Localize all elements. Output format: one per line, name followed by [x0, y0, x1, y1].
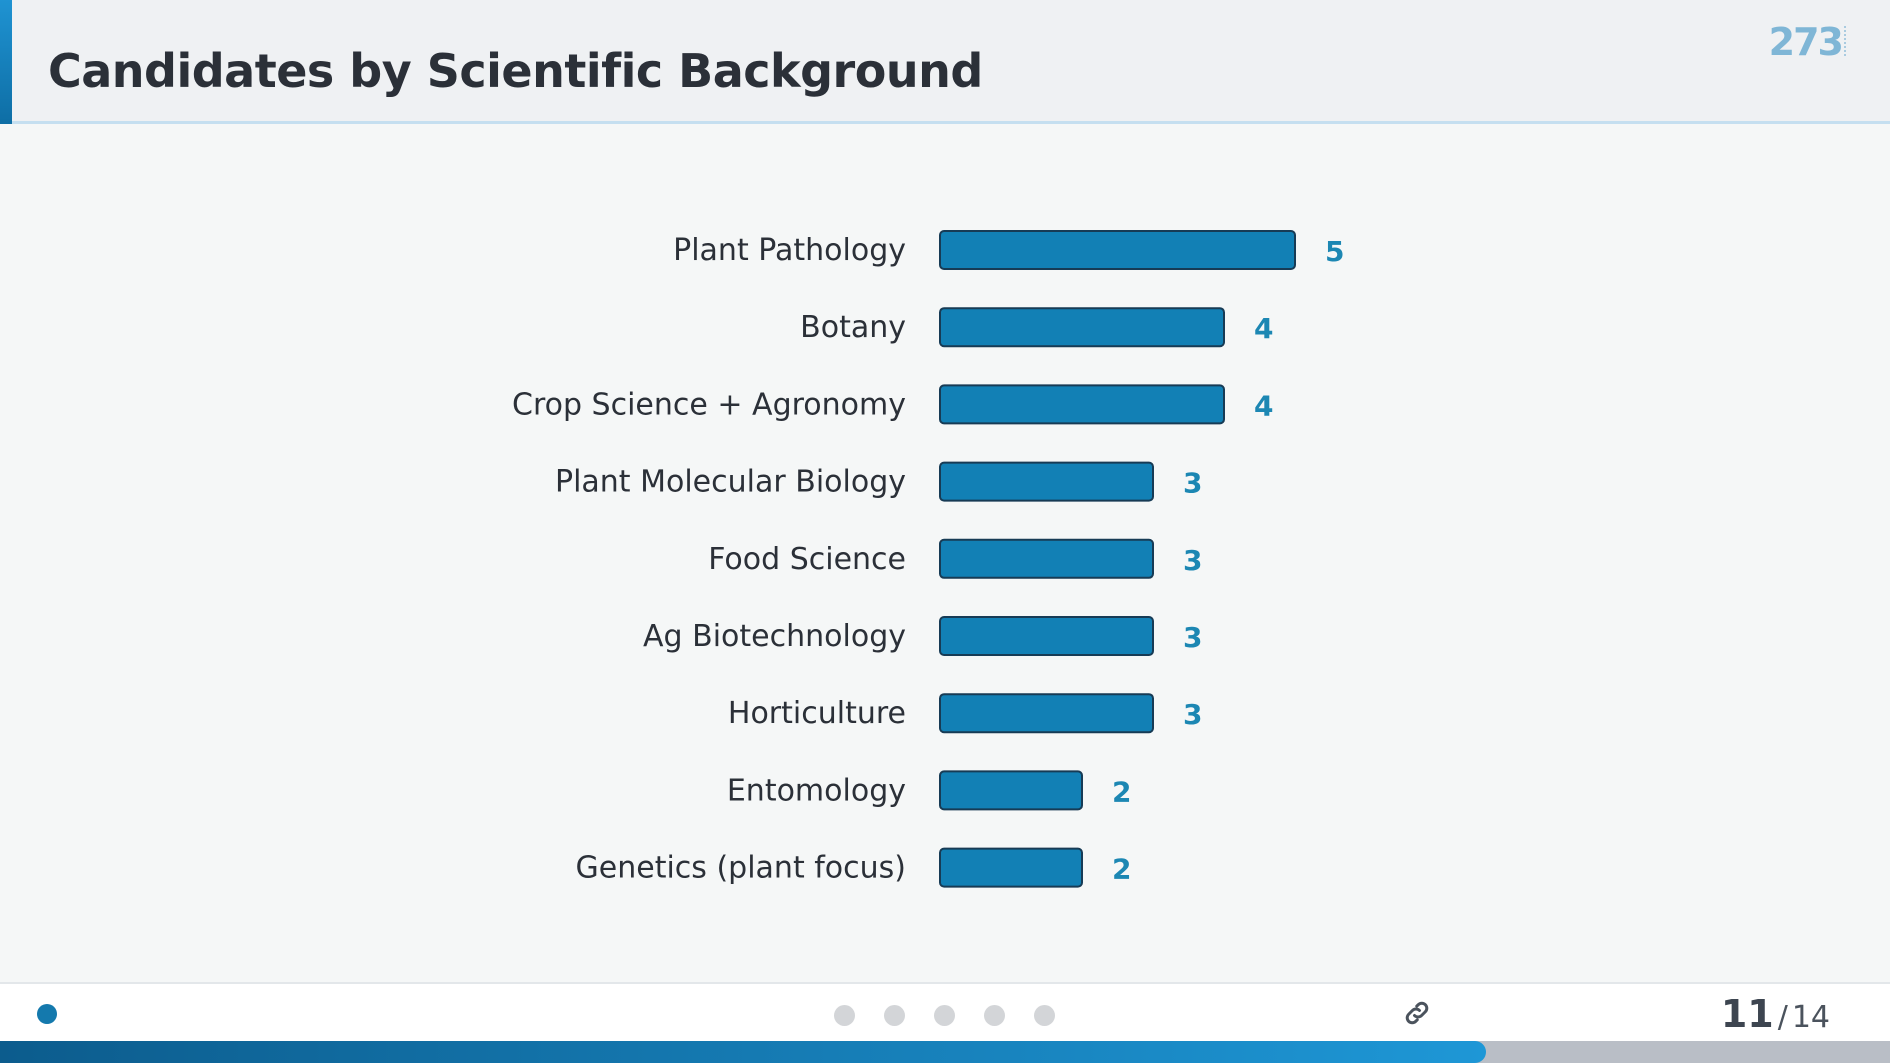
logo-mark-icon: [1844, 26, 1850, 56]
data-label: 5: [1325, 235, 1344, 268]
data-label: 2: [1112, 853, 1131, 886]
slide-footer: 11/14: [0, 982, 1890, 1041]
logo-text: 273: [1768, 20, 1844, 64]
category-label: Horticulture: [728, 696, 906, 731]
progress-bar: [0, 1041, 1890, 1063]
page-current: 11: [1720, 992, 1774, 1036]
page-counter: 11/14: [1721, 992, 1830, 1036]
data-label: 3: [1183, 621, 1202, 654]
page-separator: /: [1777, 1000, 1788, 1035]
category-label: Food Science: [708, 542, 906, 577]
category-label: Plant Pathology: [673, 233, 906, 268]
data-label: 3: [1183, 698, 1202, 731]
data-label: 4: [1254, 312, 1273, 345]
nav-dot[interactable]: [834, 1005, 855, 1026]
page-total: 14: [1791, 1000, 1830, 1035]
nav-dot[interactable]: [934, 1005, 955, 1026]
link-icon[interactable]: [1402, 998, 1432, 1028]
slide-nav-dots: [834, 1005, 1055, 1026]
slide-header: Candidates by Scientific Background 273: [0, 0, 1890, 124]
bar: [939, 770, 1083, 811]
nav-dot[interactable]: [1034, 1005, 1055, 1026]
bar: [939, 307, 1225, 348]
nav-dot[interactable]: [884, 1005, 905, 1026]
category-label: Entomology: [727, 773, 906, 808]
bar: [939, 847, 1083, 888]
bar: [939, 693, 1154, 734]
progress-fill: [0, 1041, 1486, 1063]
bar: [939, 538, 1154, 579]
bar: [939, 230, 1296, 270]
data-label: 2: [1112, 775, 1131, 808]
menu-dot-icon[interactable]: [37, 1004, 57, 1024]
category-label: Plant Molecular Biology: [555, 465, 906, 500]
category-label: Genetics (plant focus): [576, 851, 906, 886]
logo: 273: [1769, 18, 1850, 66]
bar: [939, 461, 1154, 502]
category-label: Botany: [800, 310, 906, 345]
page-title: Candidates by Scientific Background: [48, 44, 983, 98]
header-accent-bar: [0, 0, 12, 124]
category-label: Crop Science + Agronomy: [512, 387, 906, 422]
data-label: 3: [1183, 544, 1202, 577]
bar-chart: Plant Pathology 5 Botany 4 Crop Science + Ag…: [512, 230, 1344, 888]
nav-dot[interactable]: [984, 1005, 1005, 1026]
data-label: 3: [1183, 467, 1202, 500]
bar: [939, 384, 1225, 425]
bar: [939, 616, 1154, 656]
data-label: 4: [1254, 389, 1273, 422]
category-label: Ag Biotechnology: [643, 619, 906, 654]
